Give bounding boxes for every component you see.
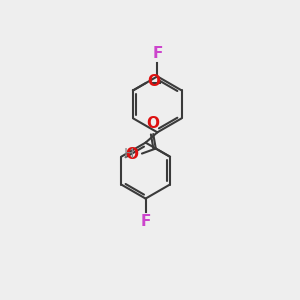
Text: H: H: [123, 147, 134, 161]
Text: F: F: [152, 46, 163, 61]
Text: O: O: [125, 147, 138, 162]
Text: O: O: [147, 74, 161, 89]
Text: O: O: [146, 116, 159, 131]
Text: F: F: [140, 214, 151, 229]
